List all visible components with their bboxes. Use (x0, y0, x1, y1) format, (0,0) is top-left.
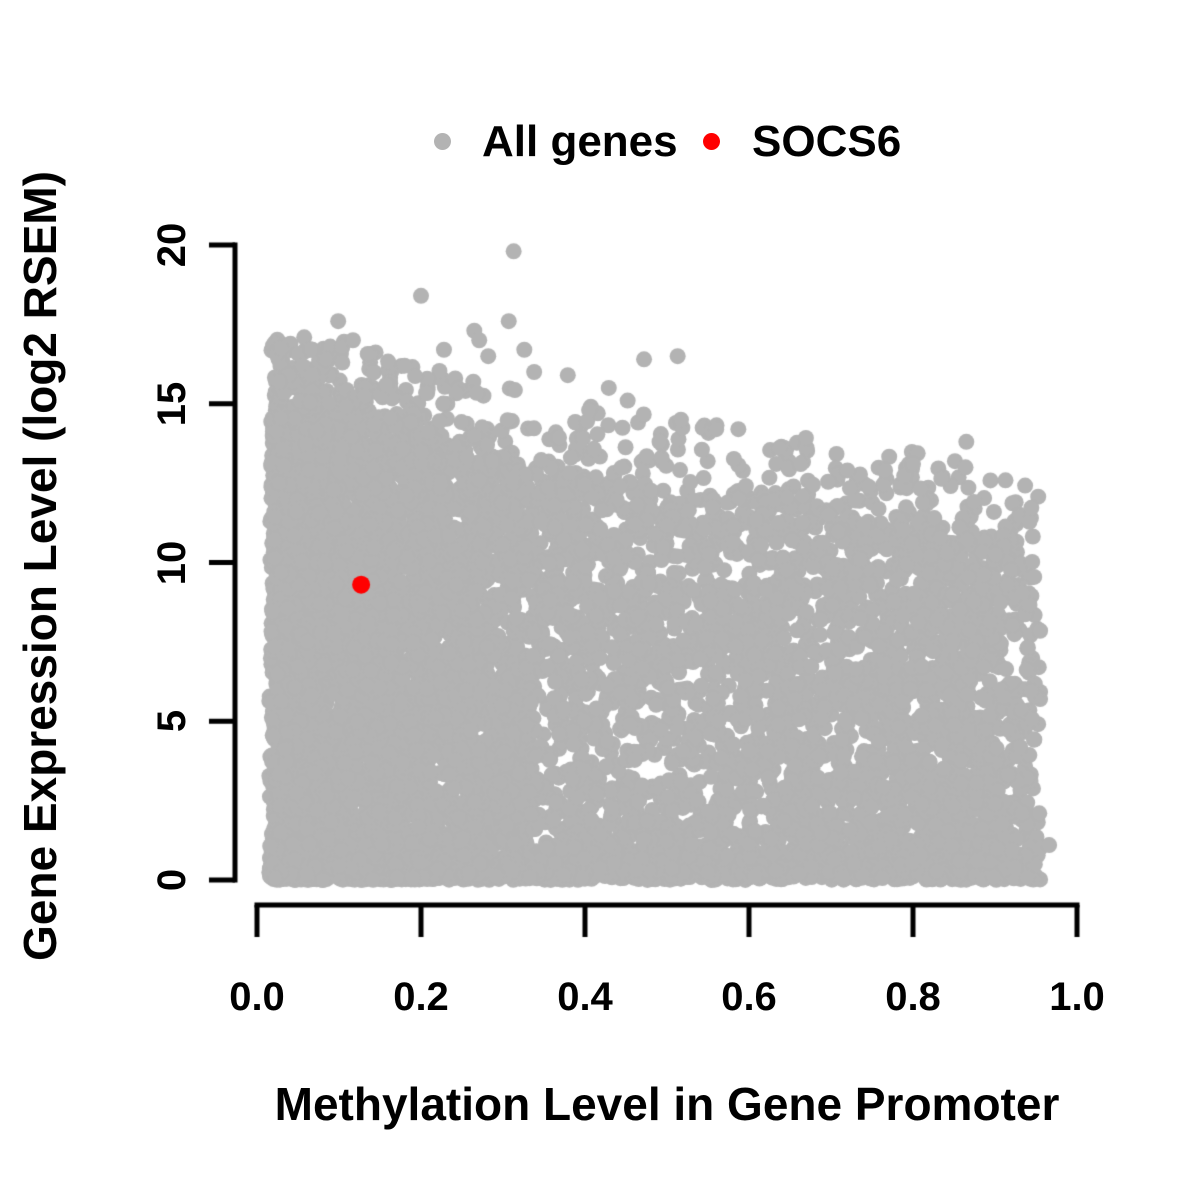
y-tick-label: 5 (150, 710, 194, 733)
x-tick-label: 0.6 (721, 975, 777, 1019)
x-axis-title: Methylation Level in Gene Promoter (274, 1078, 1060, 1130)
y-tick-label: 10 (150, 540, 194, 585)
legend-label-all-genes: All genes (482, 117, 678, 166)
legend-marker-socs6 (703, 133, 720, 150)
y-tick-label: 0 (150, 868, 194, 892)
x-tick-label: 0.0 (229, 975, 285, 1019)
x-tick-label: 0.2 (393, 975, 449, 1019)
x-tick-label: 1.0 (1049, 975, 1105, 1019)
y-tick-label: 20 (150, 222, 194, 268)
legend-marker-all-genes (434, 133, 451, 150)
x-tick-label: 0.4 (557, 975, 613, 1019)
x-tick-label: 0.8 (885, 975, 941, 1019)
y-axis-title: Gene Expression Level (log2 RSEM) (14, 171, 66, 961)
y-tick-label: 15 (150, 381, 194, 427)
legend-label-socs6: SOCS6 (752, 117, 902, 166)
